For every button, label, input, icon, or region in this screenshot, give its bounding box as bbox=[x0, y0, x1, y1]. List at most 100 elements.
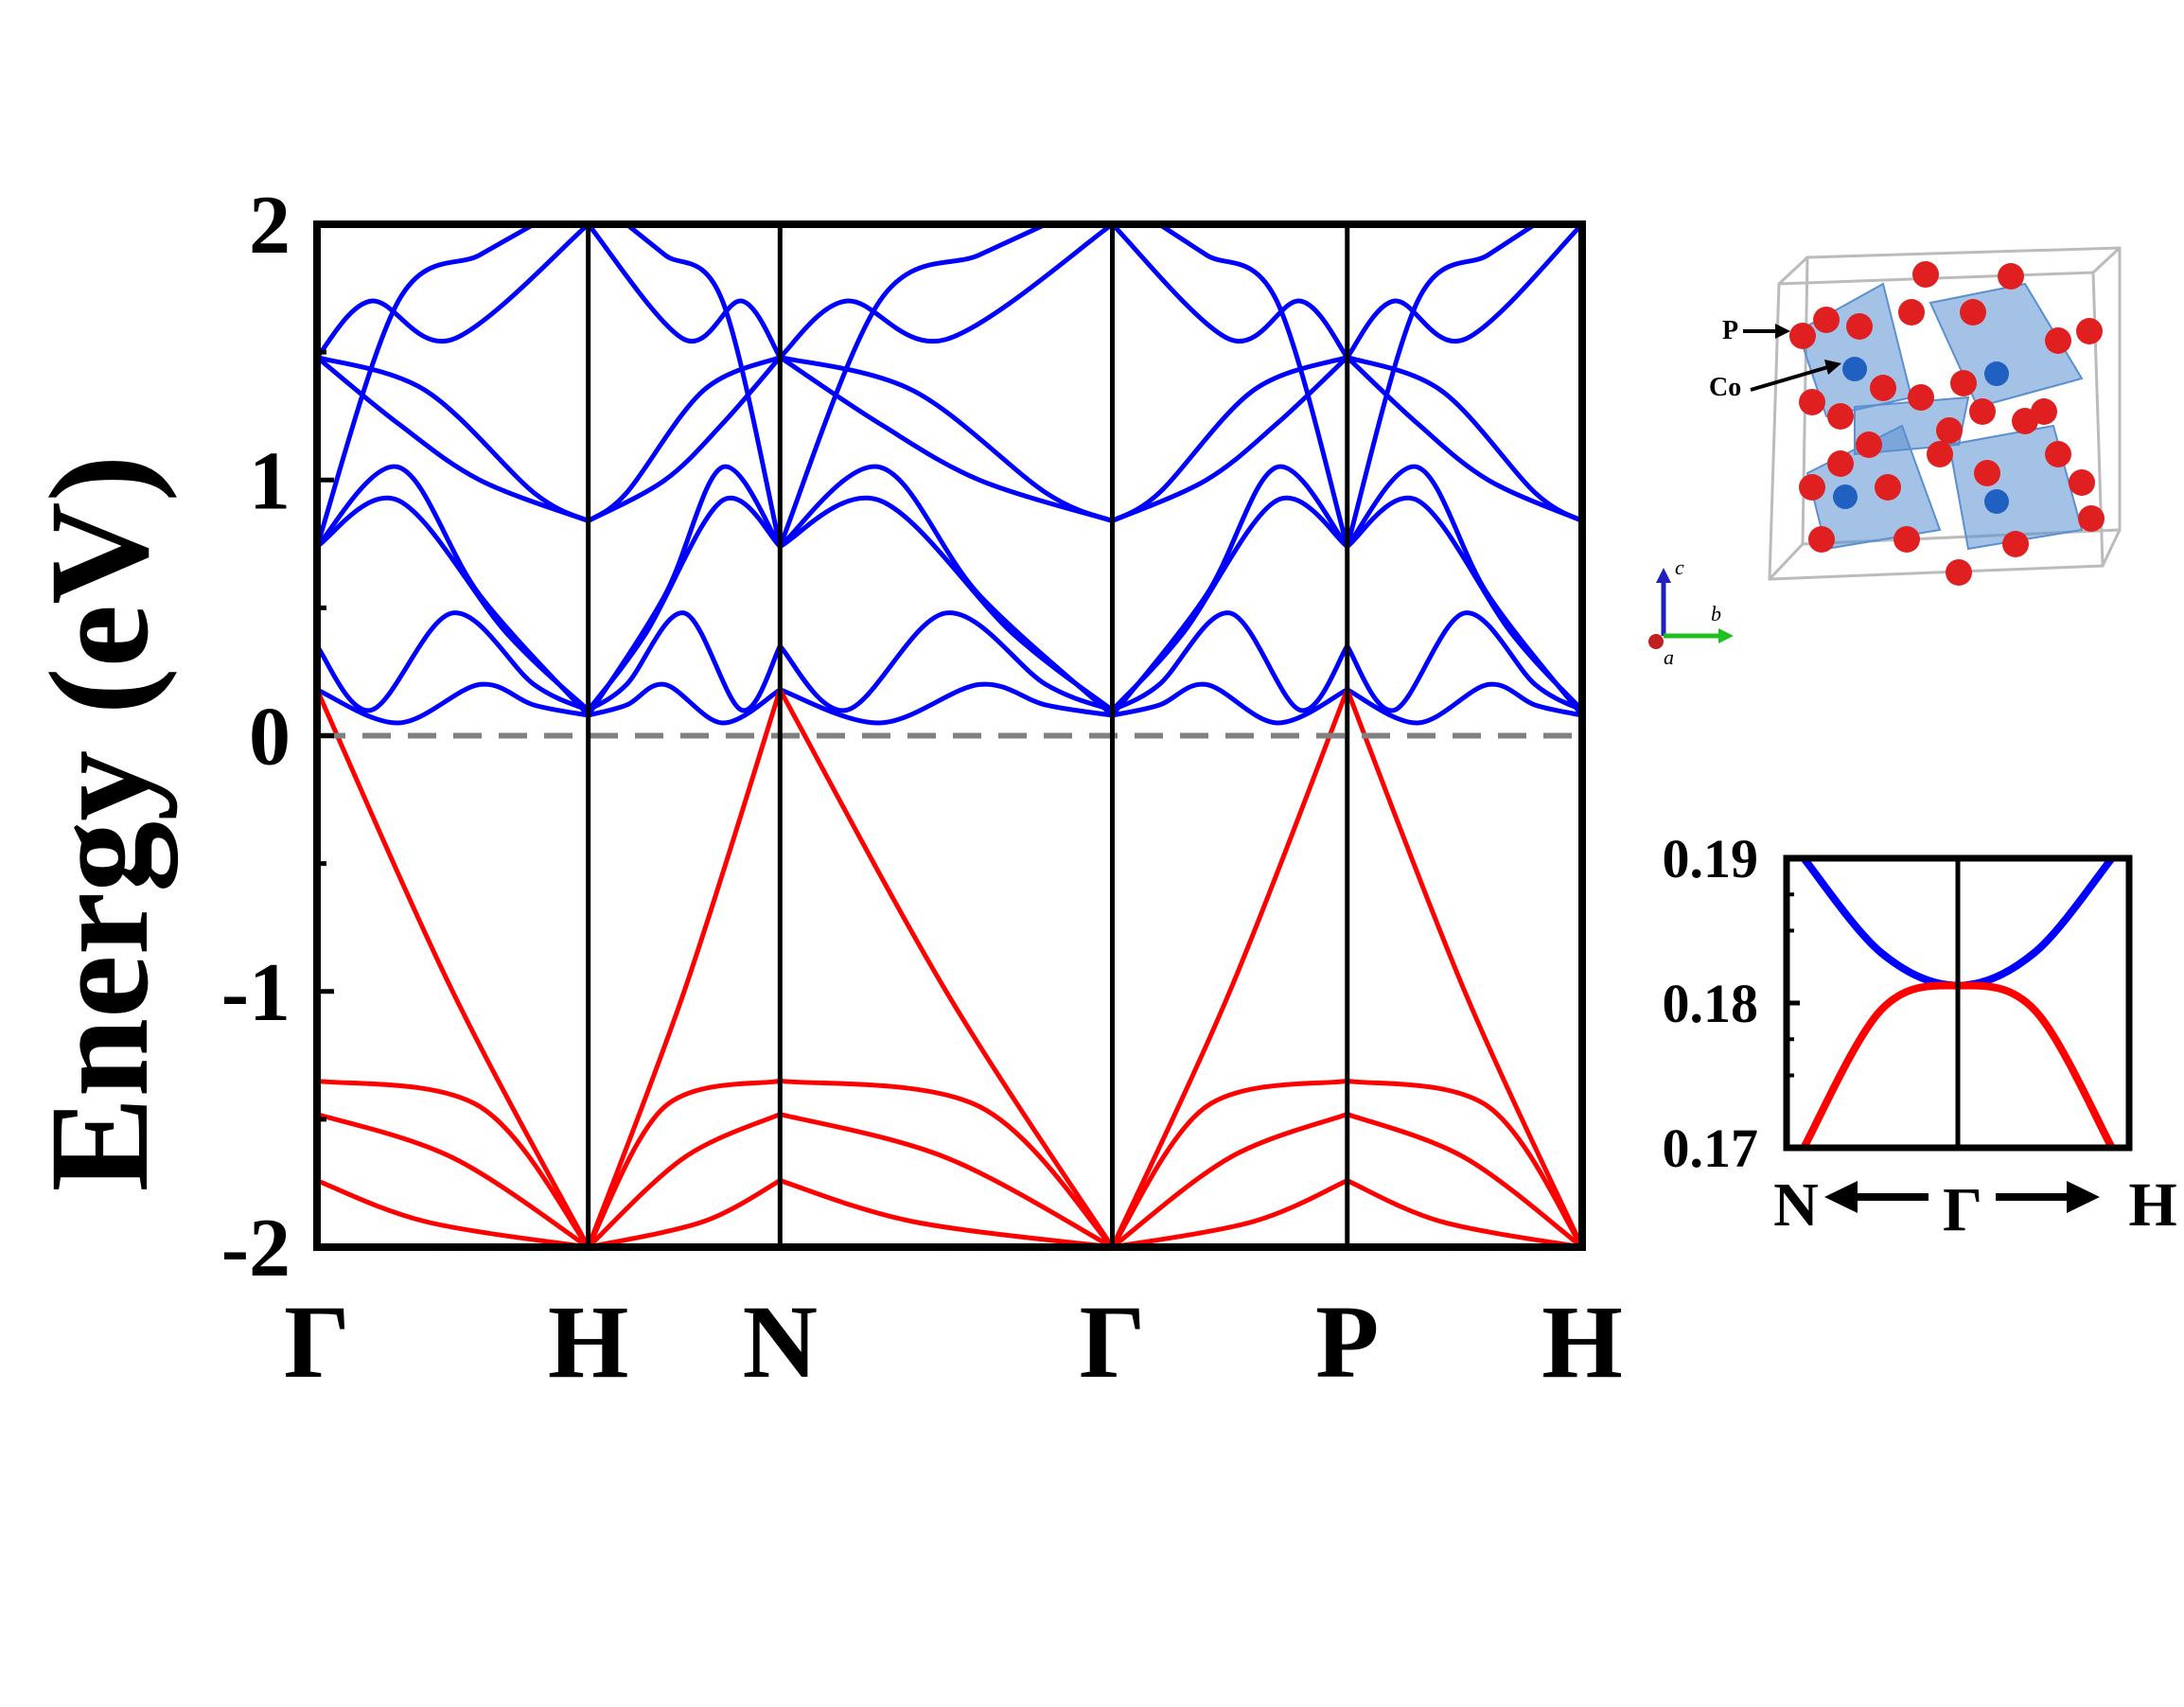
inset-band-lines bbox=[1800, 855, 2116, 1150]
conduction-band-line bbox=[587, 355, 783, 523]
p-atom bbox=[1974, 460, 2000, 486]
valence-band-line bbox=[1345, 688, 1585, 1249]
conduction-band-line bbox=[588, 681, 782, 726]
conduction-band-line bbox=[778, 355, 1114, 523]
conduction-band-line bbox=[1111, 681, 1348, 726]
right-arrowhead-icon bbox=[2067, 1181, 2100, 1213]
b-axis-label: b bbox=[1711, 602, 1721, 625]
p-atom bbox=[1950, 370, 1977, 396]
p-atom bbox=[1893, 526, 1920, 553]
b-axis-arrowhead-icon bbox=[1718, 628, 1734, 643]
crystal-structure-image: P Co a b c bbox=[1648, 246, 2122, 669]
conduction-band-line bbox=[315, 222, 590, 360]
y-axis-label: Energy (eV) bbox=[21, 455, 178, 1192]
y-ticks: -2 -1 0 1 2 bbox=[221, 180, 334, 1294]
p-atom bbox=[2069, 469, 2095, 496]
conduction-band-line bbox=[1345, 221, 1537, 548]
p-atom bbox=[1936, 417, 1963, 444]
c-axis-arrowhead-icon bbox=[1656, 568, 1671, 583]
p-atom-label: P bbox=[1722, 316, 1738, 345]
conduction-band-line bbox=[779, 495, 1115, 713]
valence-band-line bbox=[1110, 1112, 1348, 1249]
p-atom bbox=[1908, 384, 1934, 411]
p-atom bbox=[1799, 474, 1825, 501]
valence-band-line bbox=[1110, 1078, 1348, 1249]
conduction-band-line bbox=[1111, 610, 1349, 713]
k-point-label: H bbox=[548, 1284, 629, 1399]
p-atom bbox=[1960, 299, 1986, 326]
p-atom bbox=[1808, 526, 1835, 553]
y-tick-label: -1 bbox=[221, 947, 291, 1039]
conduction-band-line bbox=[778, 221, 1114, 360]
y-tick-label: 0 bbox=[249, 692, 291, 783]
inset-y-tick-label: 0.17 bbox=[1663, 1117, 1759, 1179]
inset-y-ticks: 0.17 0.18 0.19 bbox=[1663, 828, 1800, 1179]
valence-band-line bbox=[316, 1112, 590, 1250]
inset-band-chart: 0.17 0.18 0.19 N Γ H bbox=[1663, 828, 2177, 1244]
conduction-band-line bbox=[625, 222, 783, 548]
unit-cell-edge bbox=[1768, 542, 1805, 581]
co-atom bbox=[1984, 361, 2009, 386]
p-atom bbox=[2076, 318, 2103, 344]
conduction-band-line bbox=[315, 355, 590, 523]
y-tick-label: 1 bbox=[249, 435, 291, 527]
conduction-band-line bbox=[1111, 355, 1349, 523]
p-atom bbox=[1875, 474, 1901, 501]
valence-band-line bbox=[779, 1112, 1114, 1250]
conduction-band-line bbox=[779, 681, 1113, 726]
conduction-band-line bbox=[777, 221, 1048, 548]
p-atom bbox=[1827, 403, 1854, 430]
k-point-label: P bbox=[1315, 1284, 1379, 1399]
k-point-label: H bbox=[1541, 1284, 1623, 1399]
p-atom bbox=[1813, 307, 1840, 333]
a-axis-label: a bbox=[1664, 645, 1674, 669]
p-atom bbox=[1946, 559, 1972, 586]
co-label-arrow-icon bbox=[1750, 364, 1832, 392]
conduction-band-line bbox=[586, 222, 783, 359]
k-point-label: Γ bbox=[1079, 1284, 1145, 1399]
p-atom bbox=[2078, 505, 2105, 532]
unit-cell-edge bbox=[1777, 255, 1809, 286]
c-axis-label: c bbox=[1675, 555, 1684, 579]
inset-label-center: Γ bbox=[1943, 1175, 1982, 1244]
conduction-band-line bbox=[1345, 222, 1584, 360]
conduction-band-line bbox=[1346, 495, 1584, 713]
valence-band-line bbox=[316, 1178, 590, 1250]
p-atom bbox=[2045, 327, 2071, 354]
co-atom-label: Co bbox=[1709, 373, 1741, 402]
inset-label-right: H bbox=[2128, 1170, 2176, 1240]
p-atom bbox=[1789, 323, 1816, 349]
left-arrowhead-icon bbox=[1824, 1181, 1858, 1213]
a-axis-icon bbox=[1648, 634, 1664, 649]
conduction-band-line bbox=[314, 221, 536, 548]
conduction-band-line bbox=[315, 495, 590, 713]
p-atom bbox=[1846, 313, 1873, 340]
valence-band-line bbox=[1346, 1112, 1584, 1249]
p-atom bbox=[2012, 408, 2038, 434]
p-atom bbox=[1856, 431, 1882, 458]
valence-band-line bbox=[316, 1078, 590, 1249]
unit-cell-edge bbox=[2101, 529, 2122, 567]
conduction-band-line bbox=[315, 681, 590, 726]
p-atom bbox=[1870, 375, 1896, 401]
valence-band-line bbox=[586, 1078, 781, 1249]
p-atom bbox=[2002, 531, 2029, 557]
high-symmetry-lines bbox=[586, 224, 1350, 1247]
valence-band-line bbox=[1110, 688, 1350, 1249]
conduction-band-line bbox=[586, 495, 783, 712]
co-label-arrowhead-icon bbox=[1824, 360, 1841, 375]
valence-band-line bbox=[779, 1078, 1115, 1249]
valence-band-line bbox=[586, 1112, 782, 1249]
conduction-band-line bbox=[1110, 222, 1349, 360]
inset-y-tick-label: 0.19 bbox=[1663, 828, 1759, 889]
band-lines bbox=[314, 221, 1585, 1250]
p-atom bbox=[2045, 441, 2071, 467]
p-atom bbox=[1912, 261, 1939, 288]
p-atom bbox=[1827, 450, 1854, 477]
valence-band-line bbox=[314, 688, 590, 1249]
unit-cell-edge bbox=[2091, 246, 2122, 274]
valence-band-line bbox=[1112, 1178, 1348, 1250]
conduction-band-line bbox=[1110, 495, 1349, 713]
